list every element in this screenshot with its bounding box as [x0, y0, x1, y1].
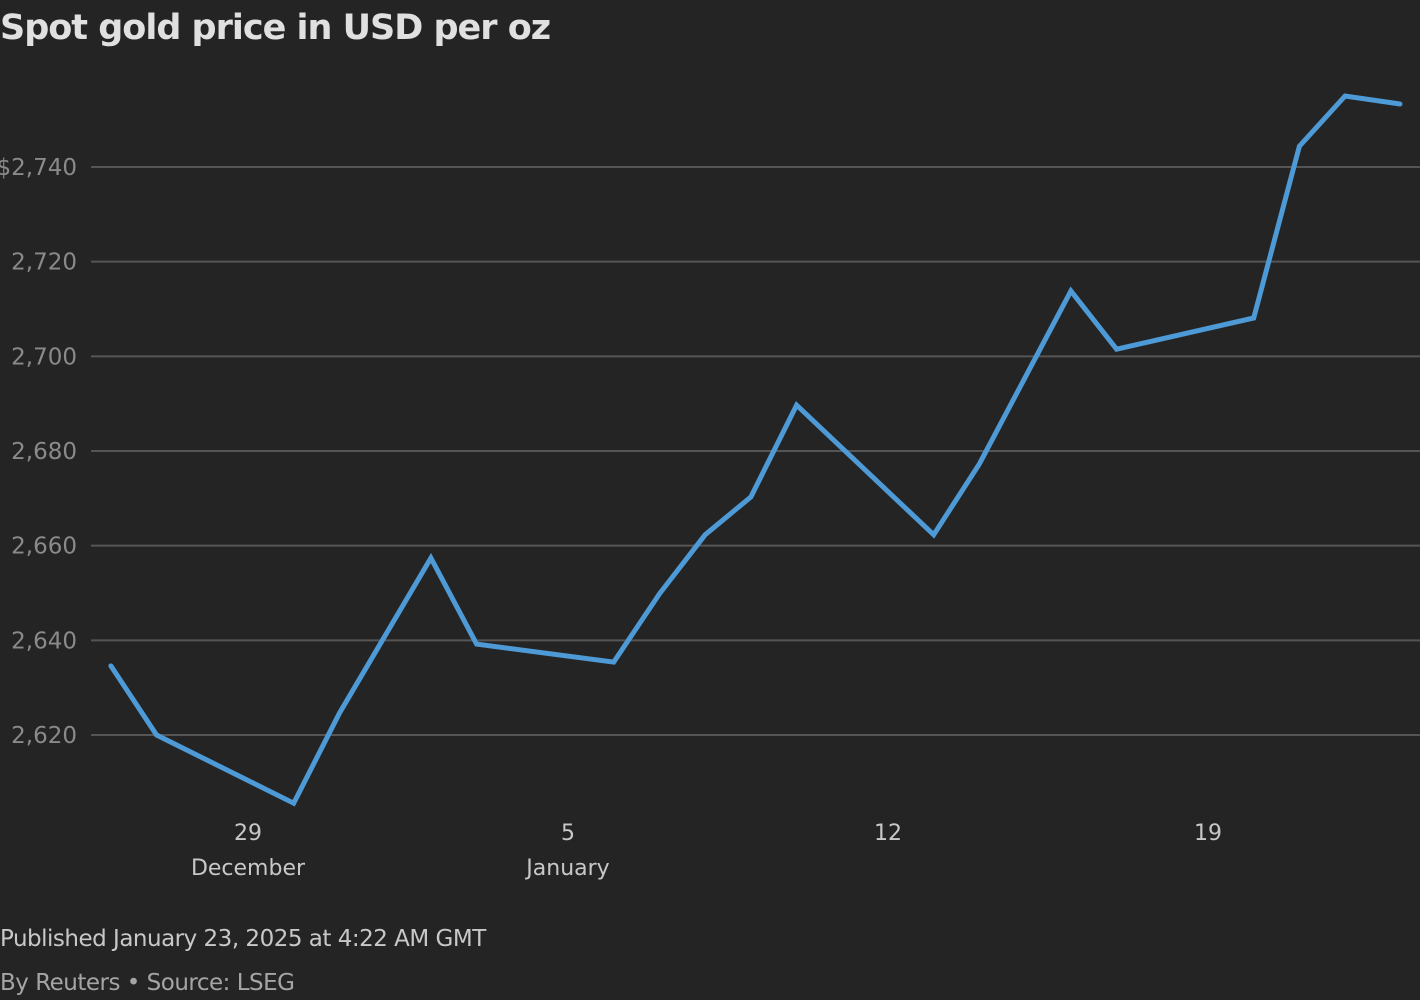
y-tick-label: $2,740 [0, 155, 77, 181]
x-axis: 29 December 5 January 12 19 [191, 821, 1222, 881]
y-tick-label: 2,700 [11, 344, 77, 370]
chart-title: Spot gold price in USD per oz [0, 8, 551, 48]
y-tick-label: 2,720 [11, 250, 77, 276]
gridlines [91, 166, 1420, 736]
source-credit: By Reuters • Source: LSEG [0, 970, 295, 996]
x-tick-month: January [524, 856, 609, 881]
y-tick-label: 2,660 [11, 534, 77, 560]
y-tick-label: 2,640 [11, 628, 77, 654]
published-date: Published January 23, 2025 at 4:22 AM GM… [0, 926, 486, 952]
price-line [108, 93, 1403, 807]
x-tick-label: 5 [561, 821, 575, 846]
y-tick-label: 2,620 [11, 723, 77, 749]
x-tick-label: 12 [874, 821, 902, 846]
line-chart: $2,740 2,720 2,700 2,680 2,660 2,640 2,620 29 D… [0, 93, 1420, 881]
x-tick-label: 29 [234, 821, 262, 846]
x-tick-month: December [191, 856, 306, 881]
x-tick-label: 19 [1194, 821, 1222, 846]
y-axis: $2,740 2,720 2,700 2,680 2,660 2,640 2,620 [0, 155, 77, 749]
y-tick-label: 2,680 [11, 439, 77, 465]
